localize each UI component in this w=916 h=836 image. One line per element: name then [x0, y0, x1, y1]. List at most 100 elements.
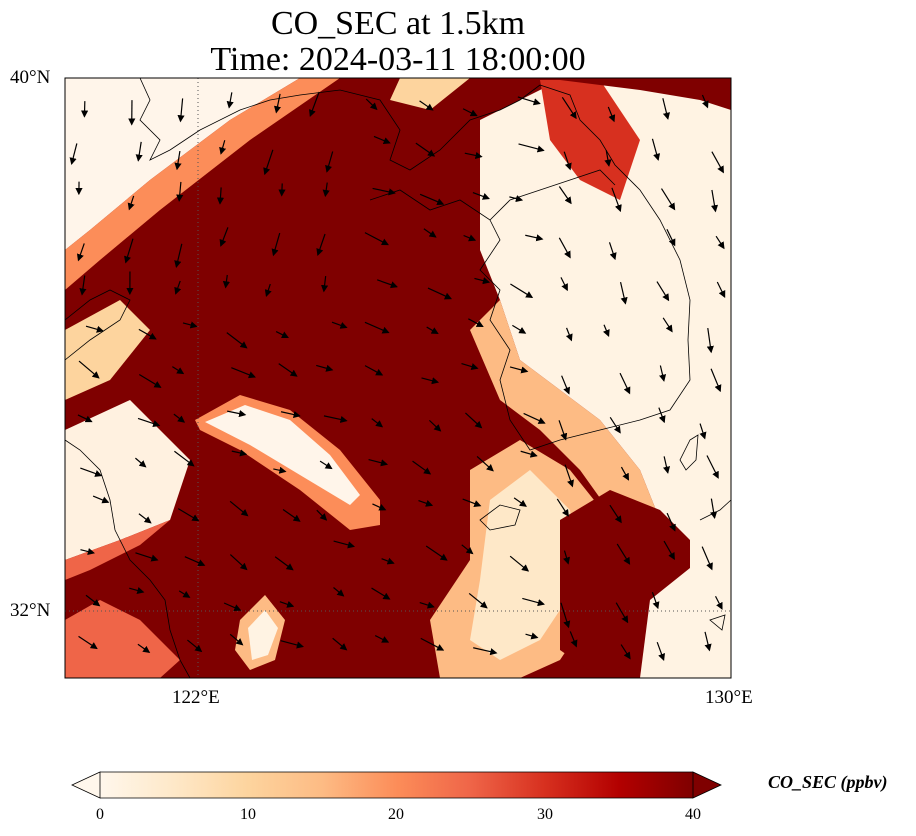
- wind-arrow: [278, 363, 298, 377]
- wind-arrow: [512, 324, 527, 334]
- wind-arrow: [464, 151, 483, 159]
- wind-arrow: [174, 243, 183, 268]
- wind-arrow: [365, 98, 378, 111]
- wind-arrow: [715, 235, 725, 250]
- wind-arrow: [229, 500, 249, 517]
- wind-arrow: [662, 456, 671, 474]
- colorbar-tick-40: 40: [685, 806, 701, 823]
- field-mid-korea-edge: [470, 300, 660, 540]
- wind-arrow: [138, 513, 152, 524]
- wind-arrow: [560, 277, 568, 292]
- wind-arrow: [223, 602, 242, 611]
- wind-arrow: [226, 332, 248, 349]
- wind-arrow: [620, 644, 631, 660]
- wind-arrow: [518, 143, 545, 153]
- wind-arrow: [368, 458, 389, 467]
- wind-arrow: [124, 238, 134, 264]
- wind-arrow: [419, 100, 434, 111]
- wind-arrow: [656, 641, 665, 661]
- wind-arrow: [426, 326, 439, 335]
- wind-arrow: [77, 414, 93, 423]
- wind-arrow: [332, 637, 348, 651]
- wind-arrow: [476, 456, 494, 472]
- wind-arrow: [418, 499, 434, 507]
- coastlines: [65, 78, 731, 678]
- wind-arrow: [517, 96, 541, 106]
- lon-tick-122e: 122°E: [172, 687, 220, 708]
- wind-arrow: [474, 277, 491, 285]
- wind-arrow: [656, 281, 670, 302]
- wind-arrow: [135, 457, 147, 468]
- wind-arrow: [172, 366, 185, 375]
- wind-arrow: [706, 455, 719, 479]
- wind-arrow: [278, 183, 286, 197]
- wind-arrow: [226, 92, 234, 109]
- map-frame: [64, 77, 732, 679]
- wind-arrow: [78, 635, 98, 650]
- wind-arrow: [710, 498, 718, 519]
- wind-arrow: [662, 98, 670, 120]
- wind-arrow: [462, 108, 478, 117]
- colorbar-tick-10: 10: [240, 806, 256, 823]
- wind-arrow: [182, 321, 198, 329]
- wind-arrow: [176, 181, 184, 202]
- wind-arrow: [711, 151, 724, 174]
- wind-arrow: [423, 228, 437, 238]
- wind-arrow: [371, 418, 384, 428]
- wind-arrow: [415, 142, 436, 157]
- coastline-korea-bay: [369, 169, 616, 221]
- co-field: [65, 78, 731, 678]
- wind-arrow: [229, 554, 248, 571]
- wind-arrow: [80, 467, 103, 477]
- colorbar-tick-20: 20: [388, 806, 404, 823]
- wind-arrow: [325, 151, 334, 173]
- wind-arrow: [619, 282, 628, 305]
- wind-arrow: [308, 91, 320, 118]
- title-variable: CO_SEC at 1.5km: [270, 5, 526, 42]
- coastline-tsushima: [679, 434, 699, 471]
- wind-arrow: [219, 227, 229, 247]
- wind-arrow: [604, 150, 612, 167]
- wind-arrow: [611, 187, 622, 213]
- wind-arrow: [607, 106, 616, 123]
- wind-arrow: [563, 151, 572, 171]
- wind-arrow: [561, 375, 570, 395]
- wind-arrow: [372, 503, 387, 511]
- wind-arrow: [279, 600, 295, 608]
- wind-arrow: [523, 412, 546, 424]
- wind-arrow: [364, 232, 389, 246]
- wind-arrow: [227, 410, 247, 418]
- wind-arrow: [184, 556, 206, 567]
- wind-arrow: [421, 377, 440, 385]
- wind-arrow: [316, 364, 334, 372]
- wind-arrow: [333, 587, 345, 597]
- wind-arrow: [556, 498, 569, 517]
- lat-tick-40n: 40°N: [10, 67, 51, 88]
- wind-arrow: [522, 597, 545, 607]
- wind-arrow: [525, 632, 539, 640]
- wind-arrow: [666, 228, 676, 247]
- wind-arrow: [76, 243, 85, 262]
- field-high-ne: [560, 80, 731, 110]
- lon-tick-130e: 130°E: [705, 687, 753, 708]
- wind-arrow: [651, 138, 661, 161]
- wind-arrow: [374, 635, 390, 643]
- wind-arrow: [616, 543, 631, 565]
- wind-arrow: [137, 417, 161, 427]
- wind-arrow: [509, 195, 524, 203]
- colorbar-tick-0: 0: [96, 806, 104, 823]
- wind-arrow: [710, 189, 719, 213]
- title-time: Time: 2024-03-11 18:00:00: [210, 41, 586, 78]
- wind-arrow: [322, 182, 330, 198]
- wind-arrow: [216, 187, 225, 205]
- wind-arrow: [564, 464, 574, 488]
- wind-arrow: [372, 187, 396, 196]
- wind-arrow: [275, 331, 289, 339]
- wind-arrow: [127, 195, 135, 211]
- wind-arrow: [565, 327, 573, 342]
- wind-arrow: [412, 460, 432, 475]
- lat-tick-32n: 32°N: [10, 600, 51, 621]
- field-low-west: [65, 400, 190, 560]
- wind-arrow: [716, 281, 726, 299]
- wind-arrow: [560, 602, 571, 629]
